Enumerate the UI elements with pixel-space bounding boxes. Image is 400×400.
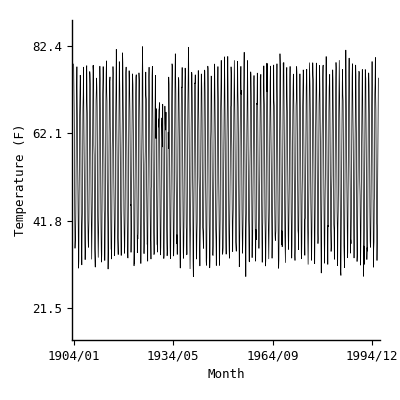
X-axis label: Month: Month: [207, 368, 245, 381]
Y-axis label: Temperature (F): Temperature (F): [14, 124, 27, 236]
